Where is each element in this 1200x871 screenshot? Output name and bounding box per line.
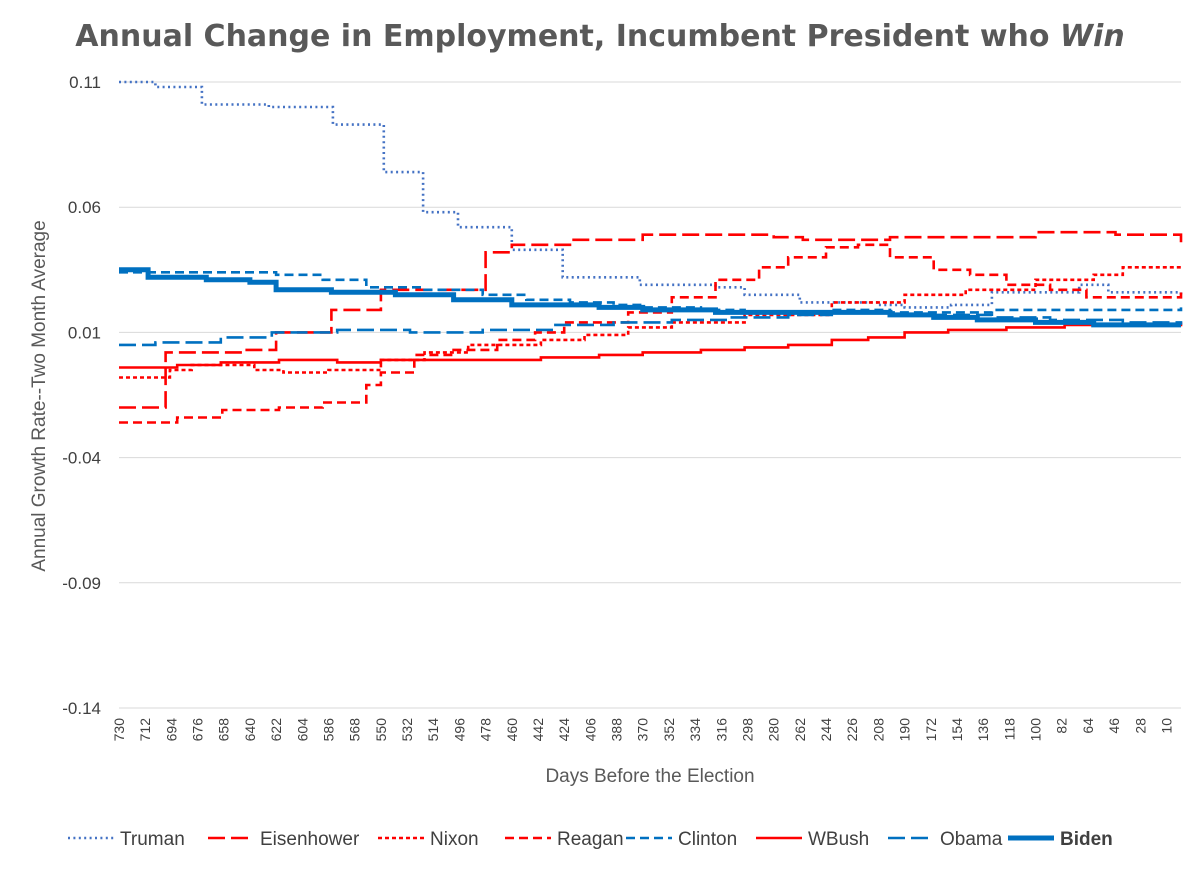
series-line-nixon [119,264,1183,379]
x-tick-label: 640 [242,718,258,742]
x-tick-label: 226 [844,718,860,742]
x-tick-label: 622 [268,718,284,742]
x-tick-label: 424 [556,718,572,742]
x-tick-label: 442 [530,718,546,742]
y-axis-label: Annual Growth Rate--Two Month Average [29,220,50,571]
x-tick-label: 568 [347,718,363,742]
legend-label-eisenhower: Eisenhower [260,829,360,850]
x-tick-label: 586 [320,718,336,742]
x-tick-label: 172 [923,718,939,742]
chart-title: Annual Change in Employment, Incumbent P… [75,19,1124,54]
x-tick-label: 658 [216,718,232,742]
legend: Truman Eisenhower Nixon Reagan Clinton WBush O… [68,829,1113,850]
series-line-wbush [119,322,1183,369]
legend-label-truman: Truman [120,829,185,850]
legend-label-wbush: WBush [808,829,869,850]
x-tick-label: 334 [687,718,703,742]
x-tick-label: 604 [294,718,310,742]
x-tick-label: 550 [373,718,389,742]
x-tick-label: 352 [661,718,677,742]
x-tick-label: 478 [478,718,494,742]
x-tick-label: 298 [739,718,755,742]
x-tick-label: 28 [1132,718,1148,734]
x-tick-label: 406 [582,718,598,742]
x-tick-label: 262 [792,718,808,742]
y-tick-label: -0.14 [62,699,101,718]
x-tick-label: 208 [870,718,886,742]
x-axis-ticks: 730 712 694 676 658 640 622 604 586 568 550 532 514 4… [111,718,1174,742]
y-tick-label: -0.04 [62,449,101,468]
series-line-reagan [119,243,1183,424]
x-tick-label: 136 [975,718,991,742]
x-tick-label: 676 [190,718,206,742]
y-tick-label: 0.11 [69,73,101,92]
legend-label-biden: Biden [1060,829,1113,850]
y-axis-ticks: 0.11 0.06 0.01 -0.04 -0.09 -0.14 [62,73,101,718]
y-tick-label: 0.06 [68,198,101,217]
x-tick-label: 316 [713,718,729,742]
x-tick-label: 496 [451,718,467,742]
x-tick-label: 244 [818,718,834,742]
x-tick-label: 730 [111,718,127,742]
x-tick-label: 64 [1080,718,1096,734]
legend-label-reagan: Reagan [557,829,624,850]
x-tick-label: 118 [1001,718,1017,741]
x-tick-label: 154 [949,718,965,742]
x-tick-label: 46 [1106,718,1122,734]
x-tick-label: 280 [766,718,782,742]
x-tick-label: 514 [425,718,441,742]
x-tick-label: 694 [163,718,179,742]
series-line-biden [119,267,1181,328]
plot-area [119,80,1183,424]
x-tick-label: 370 [635,718,651,742]
series-line-eisenhower [119,230,1183,409]
legend-label-clinton: Clinton [678,829,737,850]
x-tick-label: 82 [1054,718,1070,734]
legend-label-obama: Obama [940,829,1003,850]
x-tick-label: 100 [1028,718,1044,742]
x-tick-label: 712 [137,718,153,742]
chart-title-prefix: Annual Change in Employment, Incumbent P… [75,19,1060,54]
x-tick-label: 460 [504,718,520,742]
chart-title-emphasis: Win [1060,19,1125,54]
y-tick-label: -0.09 [62,574,101,593]
legend-label-nixon: Nixon [430,829,479,850]
x-tick-label: 190 [897,718,913,742]
x-axis-label: Days Before the Election [545,766,754,787]
x-tick-label: 532 [399,718,415,742]
x-tick-label: 10 [1158,718,1174,734]
x-tick-label: 388 [609,718,625,742]
y-tick-label: 0.01 [68,323,101,342]
